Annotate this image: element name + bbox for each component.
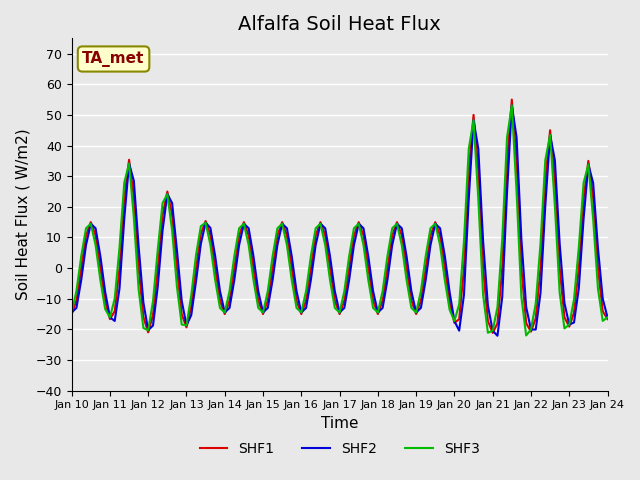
Text: TA_met: TA_met xyxy=(83,51,145,67)
Line: SHF1: SHF1 xyxy=(72,99,607,333)
Line: SHF3: SHF3 xyxy=(72,105,607,336)
Legend: SHF1, SHF2, SHF3: SHF1, SHF2, SHF3 xyxy=(194,436,485,461)
Line: SHF2: SHF2 xyxy=(72,105,607,336)
Title: Alfalfa Soil Heat Flux: Alfalfa Soil Heat Flux xyxy=(238,15,441,34)
X-axis label: Time: Time xyxy=(321,416,358,431)
Y-axis label: Soil Heat Flux ( W/m2): Soil Heat Flux ( W/m2) xyxy=(15,129,30,300)
